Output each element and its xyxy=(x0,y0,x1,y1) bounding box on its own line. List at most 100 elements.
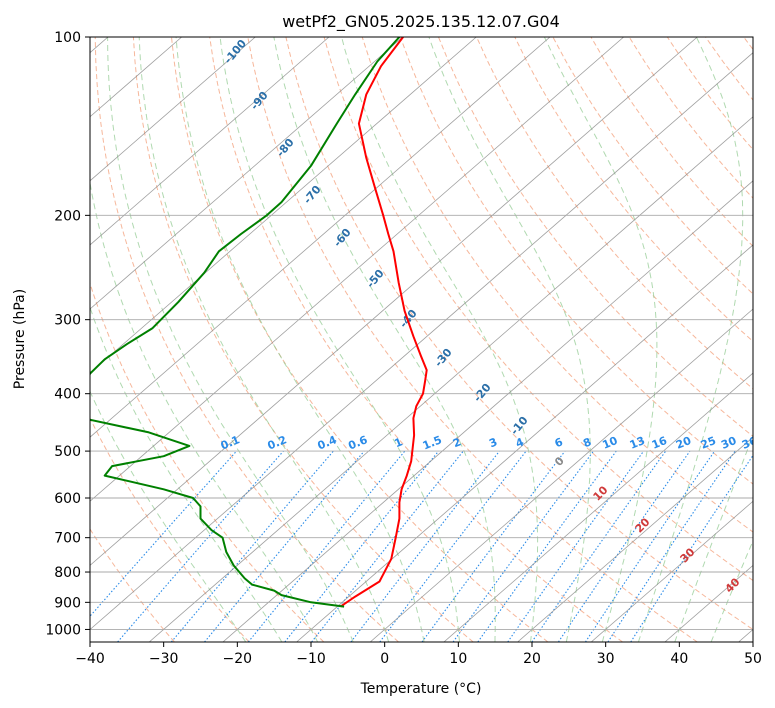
mixing-ratio-label: 10 xyxy=(600,434,619,452)
mixing-ratio-line xyxy=(477,450,617,642)
mixing-ratio-label: 13 xyxy=(628,434,647,452)
moist-adiabat xyxy=(219,37,460,642)
dry-adiabat xyxy=(285,37,753,631)
background-lines xyxy=(90,37,753,642)
mixing-ratio-line xyxy=(452,450,594,642)
y-tick-label: 100 xyxy=(54,30,81,46)
moist-adiabat xyxy=(341,37,539,642)
dry-adiabat-label: -100 xyxy=(221,37,249,67)
isotherm-line xyxy=(90,37,624,502)
isotherm-line xyxy=(222,180,753,642)
dry-adiabat xyxy=(247,37,698,642)
x-axis: −40 −30 −20 −10 0 10 20 30 40 50 xyxy=(75,642,762,667)
isotherm-line xyxy=(90,37,330,246)
dry-adiabat xyxy=(399,37,753,485)
x-axis-label: Temperature (°C) xyxy=(360,681,482,697)
temperature-profile xyxy=(339,37,428,608)
y-tick-label: 700 xyxy=(54,531,81,547)
mixing-ratio-label: 36 xyxy=(740,434,759,452)
isotherm-line xyxy=(738,628,753,642)
moist-adiabat xyxy=(175,37,425,642)
x-tick-label: 50 xyxy=(744,651,762,667)
dry-adiabat-label: -60 xyxy=(331,226,354,250)
mixing-ratio-line xyxy=(630,454,753,642)
dry-adiabat xyxy=(323,37,753,582)
y-tick-label: 200 xyxy=(54,208,81,224)
mixing-ratio-label: 16 xyxy=(650,434,669,452)
dry-adiabat xyxy=(438,37,753,437)
plot-frame xyxy=(89,36,754,643)
y-tick-label: 900 xyxy=(54,595,81,611)
y-axis: 100 200 300 400 500 600 700 800 900 1000 xyxy=(45,30,90,638)
mixing-ratio-label: 0.2 xyxy=(266,433,289,452)
isotherm-line xyxy=(443,372,753,642)
moist-adiabat xyxy=(674,433,753,642)
isotherm-line xyxy=(90,37,256,182)
moist-adiabat-label: 10 xyxy=(591,483,611,503)
isotherm-line xyxy=(90,52,753,631)
dry-adiabat xyxy=(209,37,623,642)
dry-adiabat xyxy=(552,37,753,295)
dry-adiabat xyxy=(476,37,753,390)
dry-adiabat-label: -80 xyxy=(274,136,297,160)
dry-adiabat-label: -10 xyxy=(508,414,531,438)
y-tick-label: 1000 xyxy=(45,622,81,638)
line-labels: 0.1 0.2 0.4 0.6 1 1.5 2 3 4 6 8 10 13 16 20 25 30 36-100-… xyxy=(219,37,759,596)
dry-adiabat-label: -50 xyxy=(364,267,387,291)
mixing-ratio-label: 20 xyxy=(674,434,693,452)
moist-adiabat xyxy=(90,306,283,642)
profile-series xyxy=(90,37,428,608)
mixing-ratio-line xyxy=(284,450,440,642)
mixing-ratio-line xyxy=(247,450,406,642)
dry-adiabat xyxy=(94,37,399,642)
mixing-ratio-label: 1 xyxy=(393,435,405,450)
x-tick-label: −10 xyxy=(296,651,326,667)
grid xyxy=(90,37,753,642)
moist-adiabat xyxy=(543,37,658,642)
moist-adiabat xyxy=(428,37,591,642)
isotherm-line xyxy=(517,436,753,642)
mixing-ratio-label: 1.5 xyxy=(421,433,444,452)
moist-adiabat xyxy=(710,539,753,642)
dry-adiabat-label: -20 xyxy=(471,381,494,405)
mixing-ratio-line xyxy=(204,450,365,642)
dry-adiabat-label: -40 xyxy=(397,307,420,331)
y-axis-label: Pressure (hPa) xyxy=(12,289,28,389)
x-tick-label: 40 xyxy=(670,651,688,667)
x-tick-label: 10 xyxy=(449,651,467,667)
x-tick-label: −30 xyxy=(149,651,179,667)
mixing-ratio-label: 6 xyxy=(553,435,565,450)
moist-adiabat xyxy=(273,37,496,642)
dry-adiabat xyxy=(90,417,250,642)
moist-adiabat-label: 30 xyxy=(678,545,698,565)
mixing-ratio-line xyxy=(507,450,645,642)
isotherm-line xyxy=(296,244,753,642)
x-tick-label: 0 xyxy=(380,651,389,667)
isotherm-line xyxy=(90,37,698,566)
mixing-ratio-line xyxy=(531,450,667,642)
moist-adiabat xyxy=(107,37,354,642)
mixing-ratio-line xyxy=(557,450,691,642)
isotherm-line xyxy=(369,308,753,642)
y-tick-label: 600 xyxy=(54,491,81,507)
mixing-ratio-label: 0.6 xyxy=(346,433,369,452)
dry-adiabat xyxy=(514,37,753,343)
dry-adiabat xyxy=(361,37,753,533)
dry-adiabat-label: -90 xyxy=(248,89,271,113)
isotherm-line xyxy=(148,116,753,642)
x-tick-label: −40 xyxy=(75,651,105,667)
moist-adiabat xyxy=(138,37,390,642)
moist-adiabat-label: 0 xyxy=(552,454,567,469)
mixing-ratio-label: 30 xyxy=(719,434,738,452)
moist-adiabat xyxy=(637,37,744,642)
mixing-ratio-line xyxy=(421,450,566,642)
moist-adiabat-label: 20 xyxy=(633,515,653,535)
mixing-ratio-line xyxy=(170,450,334,642)
mixing-ratio-line xyxy=(607,450,736,642)
moist-adiabat xyxy=(90,180,319,642)
isotherm-line xyxy=(90,37,403,310)
moist-adiabat xyxy=(90,390,247,642)
y-tick-label: 300 xyxy=(54,313,81,329)
mixing-ratio-label: 0.4 xyxy=(316,433,339,452)
